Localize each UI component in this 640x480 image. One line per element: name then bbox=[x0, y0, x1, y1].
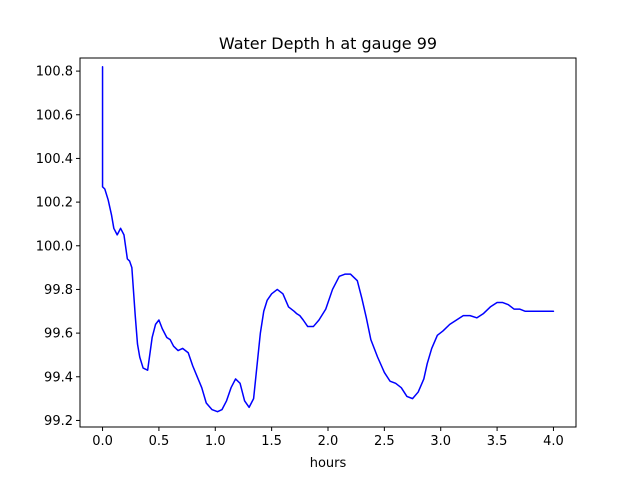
y-tick-label: 99.2 bbox=[44, 414, 73, 429]
y-tick-label: 100.6 bbox=[36, 108, 73, 123]
x-axis: 0.0 0.5 1.0 1.5 2.0 2.5 3.0 3.5 4.0 bbox=[92, 427, 564, 449]
x-tick-label: 3.0 bbox=[430, 434, 451, 449]
y-tick-label: 100.4 bbox=[36, 152, 73, 167]
series-line bbox=[101, 65, 555, 413]
x-tick-label: 4.0 bbox=[543, 434, 564, 449]
x-tick-label: 0.5 bbox=[149, 434, 170, 449]
x-tick-label: 1.0 bbox=[205, 434, 226, 449]
chart-title: Water Depth h at gauge 99 bbox=[219, 34, 437, 53]
y-tick-label: 100.8 bbox=[36, 65, 73, 80]
plot-frame bbox=[79, 57, 577, 428]
y-tick-label: 99.8 bbox=[44, 283, 73, 298]
series-layer bbox=[101, 65, 555, 413]
x-tick-label: 3.5 bbox=[487, 434, 508, 449]
y-tick-label: 99.4 bbox=[44, 370, 73, 385]
y-tick-label: 100.2 bbox=[36, 196, 73, 211]
x-tick-label: 2.5 bbox=[374, 434, 395, 449]
x-tick-label: 2.0 bbox=[318, 434, 339, 449]
x-axis-label: hours bbox=[310, 456, 347, 471]
x-tick-label: 1.5 bbox=[261, 434, 282, 449]
x-tick-label: 0.0 bbox=[92, 434, 113, 449]
y-tick-label: 100.0 bbox=[36, 239, 73, 254]
y-tick-label: 99.6 bbox=[44, 327, 73, 342]
y-axis: 99.2 99.4 99.6 99.8 100.0 100.2 100.4 100.6 100.… bbox=[36, 65, 80, 429]
